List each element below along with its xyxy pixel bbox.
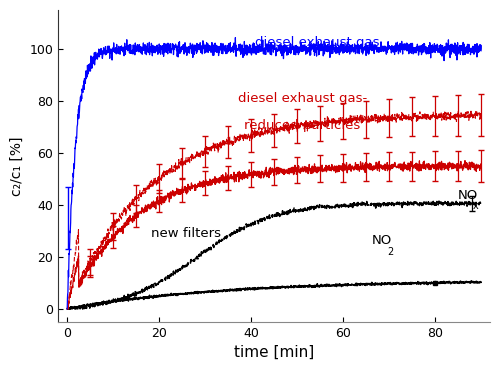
Text: new filters: new filters (150, 227, 220, 240)
Y-axis label: c₂/c₁ [%]: c₂/c₁ [%] (10, 136, 24, 195)
Text: 2: 2 (388, 247, 394, 257)
Text: reduced particles: reduced particles (244, 119, 360, 132)
Text: x: x (473, 201, 478, 211)
Text: NO: NO (372, 234, 392, 247)
Text: diesel exhaust gas: diesel exhaust gas (255, 36, 380, 49)
X-axis label: time [min]: time [min] (234, 345, 314, 360)
Text: diesel exhaust gas-: diesel exhaust gas- (238, 92, 367, 105)
Text: NO: NO (458, 189, 478, 202)
